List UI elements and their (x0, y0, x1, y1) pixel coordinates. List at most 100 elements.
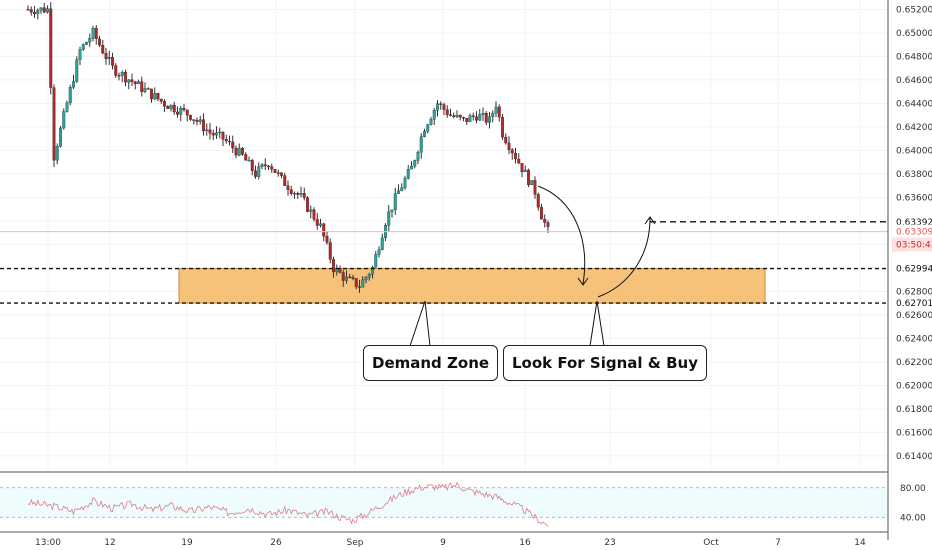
candle-body (543, 219, 547, 223)
price-axis[interactable]: 0.65200 0.65000 0.64800 0.64600 0.64400 0.642… (887, 0, 932, 540)
candle-body (533, 180, 537, 195)
candle-body (150, 88, 153, 100)
candle-body (377, 249, 381, 255)
candle-body (523, 169, 527, 173)
candle-body (257, 166, 261, 177)
candle-body (501, 116, 504, 138)
candle-body (289, 189, 293, 194)
candle-body (153, 93, 157, 100)
candle-body (293, 193, 296, 195)
current-price-tag-bg (892, 224, 932, 239)
candle-body (42, 7, 46, 13)
candle-body (205, 129, 209, 132)
candle-body (397, 190, 400, 194)
candle-body (65, 102, 69, 112)
candle-body (302, 193, 306, 198)
price-tick-label: 0.62800 (896, 287, 932, 297)
candle-body (114, 65, 118, 76)
candle-body (403, 178, 407, 188)
price-tick-label: 0.61400 (896, 452, 932, 462)
time-tick-label: 12 (104, 538, 115, 548)
candle-body (166, 106, 170, 109)
time-tick-label: 16 (519, 538, 531, 548)
candle-body (546, 222, 550, 227)
candle-body (68, 87, 72, 104)
candle-body (159, 98, 163, 102)
demand-zone-pointer (409, 300, 431, 347)
candle-body (146, 88, 150, 90)
candle-body (85, 42, 88, 45)
candle-body (306, 197, 309, 212)
price-tick-label: 0.62000 (896, 381, 932, 391)
candle-body (465, 118, 469, 122)
candle-body (270, 166, 274, 170)
candle-body (78, 49, 82, 60)
candle-body (88, 38, 92, 43)
time-tick-label: 23 (604, 538, 615, 548)
candle-body (111, 57, 114, 66)
callout-pointers (409, 300, 605, 347)
zone-top-tag-bg (892, 261, 932, 276)
candle-body (507, 142, 511, 150)
candle-body (185, 109, 189, 116)
candle-body (176, 111, 179, 115)
rsi-band (0, 487, 888, 518)
candle-body (393, 193, 397, 210)
price-tick-label: 0.64400 (896, 99, 932, 109)
candle-body (224, 139, 228, 142)
candle-body (319, 223, 322, 226)
candle-body (94, 27, 98, 39)
up-arrow (597, 217, 651, 298)
candle-body (449, 114, 452, 116)
candle-body (231, 141, 235, 149)
candle-body (172, 104, 176, 113)
candle-body (280, 172, 283, 176)
candle-body (55, 146, 59, 161)
candle-body (332, 259, 335, 273)
candle-body (410, 165, 413, 170)
candle-body (107, 57, 111, 59)
candle-body (491, 112, 495, 117)
candle-body (426, 124, 430, 132)
candle-body (351, 277, 355, 279)
candle-body (527, 169, 530, 186)
candle-body (81, 44, 85, 50)
candle-body (127, 79, 131, 83)
candle-body (169, 104, 173, 109)
candle-body (156, 93, 160, 100)
price-tick-label: 0.62600 (896, 311, 932, 321)
candle-body (540, 207, 543, 220)
candle-body (192, 119, 196, 121)
candle-body (436, 103, 439, 111)
candle-body (358, 286, 361, 288)
candle-body (371, 267, 374, 275)
time-tick-label: Sep (347, 538, 364, 548)
candle-body (494, 106, 498, 114)
candle-body (432, 110, 436, 120)
candle-body (296, 193, 300, 195)
candle-body (322, 223, 326, 237)
candle-body (390, 209, 394, 212)
candle-body (62, 111, 66, 129)
candle-body (452, 115, 456, 117)
demand-zone-rect (178, 268, 766, 304)
candle-body (429, 119, 433, 125)
time-axis[interactable]: 13:00 12 19 26 Sep 9 16 23 Oct 7 14 (0, 531, 888, 548)
current-price-tag: 0.63309 (896, 228, 932, 238)
candle-body (442, 104, 446, 110)
candle-body (520, 163, 524, 173)
candle-body (250, 160, 254, 171)
candle-body (276, 172, 280, 174)
rsi-tick-label: 40.00 (900, 513, 926, 523)
candle-body (208, 129, 212, 134)
candle-body (273, 169, 277, 173)
candle-body (387, 211, 391, 226)
candle-body (361, 279, 365, 288)
candle-body (445, 109, 449, 115)
candle-body (348, 276, 352, 279)
candle-body (36, 10, 40, 15)
candle-body (218, 131, 222, 134)
candle-body (182, 108, 186, 111)
price-tick-label: 0.63600 (896, 193, 932, 203)
